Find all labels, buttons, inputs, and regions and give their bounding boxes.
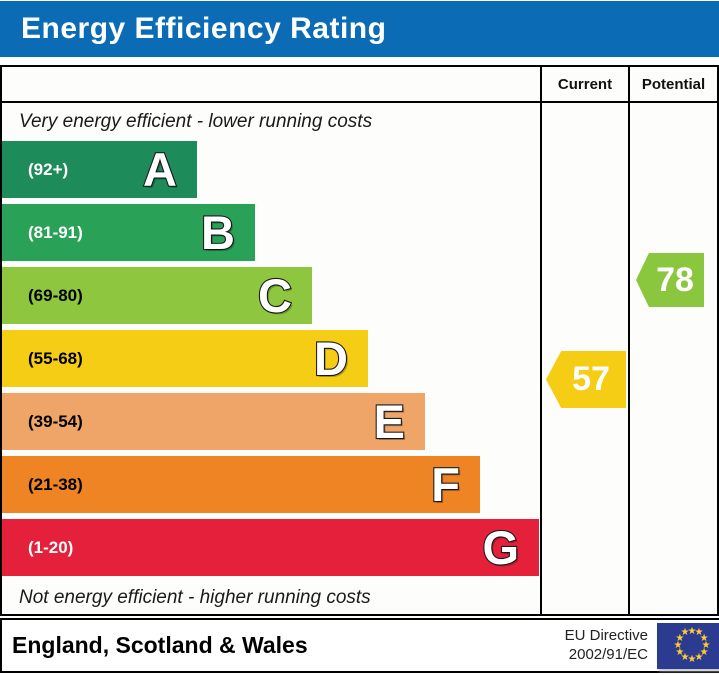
band-g-range-label: (1-20) xyxy=(28,537,74,557)
eu-flag-star: ★ xyxy=(675,646,685,658)
band-d-range-label: (55-68) xyxy=(28,348,83,368)
current-column: 57 xyxy=(540,103,628,614)
potential-column-header: Potential xyxy=(628,67,717,101)
eu-flag-star: ★ xyxy=(699,632,709,644)
potential-rating-marker: 78 xyxy=(636,253,704,307)
band-b-range-label: (81-91) xyxy=(28,222,83,242)
eu-flag-star: ★ xyxy=(694,651,704,663)
header-spacer xyxy=(2,67,540,101)
band-f-range-label: (21-38) xyxy=(28,474,83,494)
rating-table: Current Potential Very energy efficient … xyxy=(0,65,719,616)
eu-flag-star: ★ xyxy=(680,627,690,639)
region-label: England, Scotland & Wales xyxy=(12,632,308,658)
eu-flag-star: ★ xyxy=(675,632,685,644)
band-f-bar: (21-38) F xyxy=(2,456,480,513)
band-c-letter: C xyxy=(257,269,293,322)
band-a-range-label: (92+) xyxy=(28,159,69,179)
current-column-header: Current xyxy=(540,67,628,101)
rating-scale-area: Very energy efficient - lower running co… xyxy=(2,103,540,614)
band-g-bar: (1-20) G xyxy=(2,519,539,576)
band-c-bar: (69-80) C xyxy=(2,267,312,324)
band-g-letter: G xyxy=(481,521,520,574)
eu-flag-star: ★ xyxy=(687,653,697,665)
band-f-letter: F xyxy=(430,458,461,511)
band-a-bar: (92+) A xyxy=(2,141,197,198)
band-a-letter: A xyxy=(142,143,178,196)
potential-column: 78 xyxy=(628,103,717,614)
eu-directive-line1: EU Directive xyxy=(564,626,648,644)
band-e-bar: (39-54) E xyxy=(2,393,425,450)
band-c-range-label: (69-80) xyxy=(28,285,83,305)
title-bar: Energy Efficiency Rating xyxy=(0,1,719,57)
eu-directive-line2: 2002/91/EC xyxy=(568,645,648,663)
eu-flag-star: ★ xyxy=(701,639,711,651)
eu-flag-star: ★ xyxy=(680,651,690,663)
eu-flag-icon: ★ ★ ★ ★ ★ ★ ★ ★ ★ ★ ★ ★ xyxy=(657,622,719,669)
band-b-letter: B xyxy=(200,206,236,259)
table-header-row: Current Potential xyxy=(2,67,717,103)
current-rating-value: 57 xyxy=(572,360,610,398)
eu-flag-star: ★ xyxy=(694,627,704,639)
page-title: Energy Efficiency Rating xyxy=(21,12,387,45)
bottom-note: Not energy efficient - higher running co… xyxy=(19,587,371,608)
potential-rating-value: 78 xyxy=(656,260,694,299)
band-e-letter: E xyxy=(373,395,407,448)
footer-bar: England, Scotland & Wales EU Directive 2… xyxy=(0,618,719,673)
band-e-range-label: (39-54) xyxy=(28,411,83,431)
band-d-letter: D xyxy=(313,332,349,385)
eu-directive-label: EU Directive 2002/91/EC xyxy=(565,627,648,665)
eu-flag-star: ★ xyxy=(673,639,683,651)
band-b-bar: (81-91) B xyxy=(2,204,255,261)
eu-flag-star: ★ xyxy=(687,625,697,637)
top-note: Very energy efficient - lower running co… xyxy=(19,111,373,132)
table-body: Very energy efficient - lower running co… xyxy=(2,103,717,614)
current-rating-marker: 57 xyxy=(546,351,626,408)
eu-flag-star: ★ xyxy=(699,646,709,658)
band-d-bar: (55-68) D xyxy=(2,330,368,387)
